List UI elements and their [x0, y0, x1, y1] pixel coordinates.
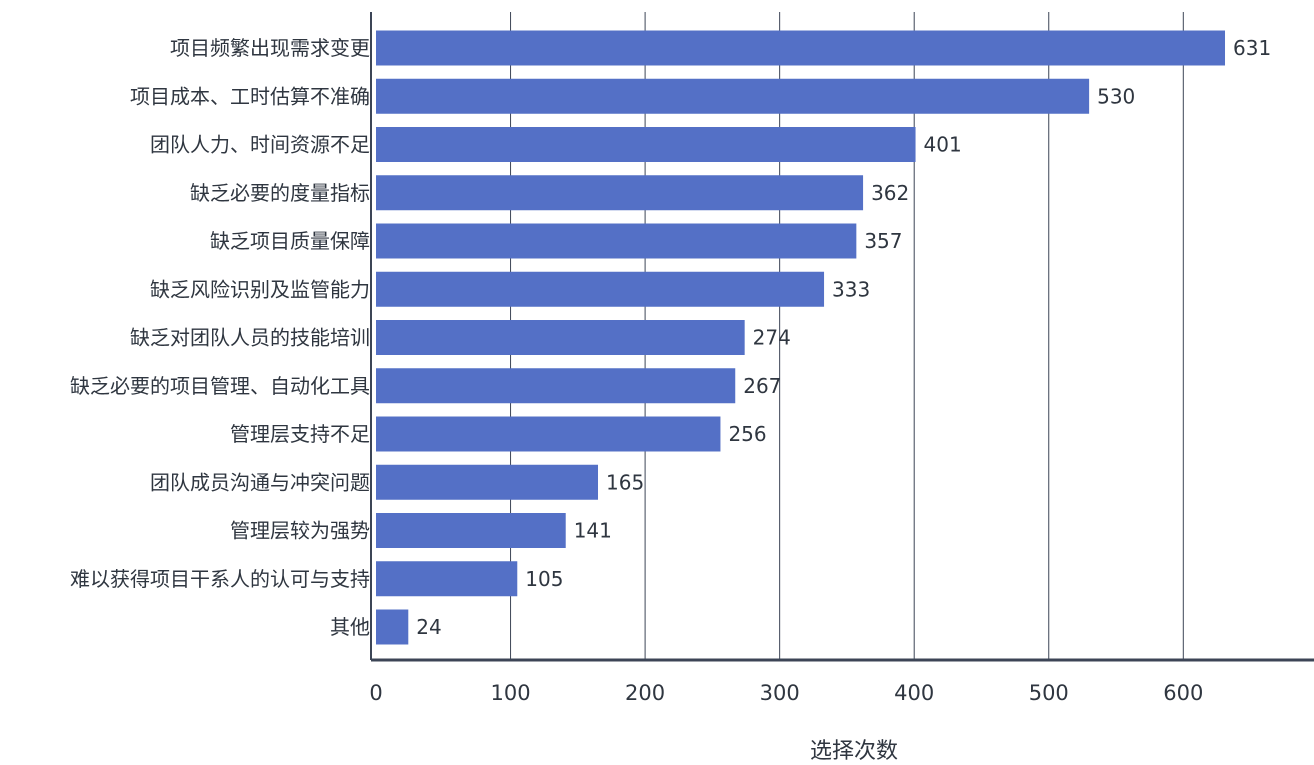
category-label: 缺乏必要的项目管理、自动化工具 [70, 374, 370, 398]
bar-value-label: 267 [743, 374, 781, 398]
bar [376, 30, 1226, 66]
bar-value-label: 274 [753, 326, 791, 350]
category-label: 团队成员沟通与冲突问题 [150, 470, 370, 494]
bar-value-label: 333 [832, 277, 870, 301]
category-label: 管理层较为强势 [230, 519, 370, 543]
grid-lines [510, 12, 1184, 660]
category-label: 项目成本、工时估算不准确 [130, 84, 370, 108]
category-label: 缺乏对团队人员的技能培训 [130, 326, 370, 350]
category-label: 缺乏风险识别及监管能力 [150, 277, 370, 301]
bar [376, 368, 736, 404]
category-label: 项目频繁出现需求变更 [170, 36, 370, 60]
bar-value-label: 141 [574, 519, 612, 543]
bar-value-label: 631 [1233, 36, 1271, 60]
category-label: 管理层支持不足 [230, 422, 370, 446]
x-tick-label: 500 [1029, 681, 1069, 705]
x-tick-label: 200 [625, 681, 665, 705]
x-tick-label: 300 [760, 681, 800, 705]
bar [376, 561, 518, 597]
bar-value-label: 165 [606, 470, 644, 494]
labels: 0 100 200 300 400 500 600 631 项目频繁出现需求变更 530 项目成本、… [70, 36, 1271, 705]
bar-value-label: 362 [871, 181, 909, 205]
bar [376, 271, 825, 307]
category-label: 缺乏必要的度量指标 [190, 181, 370, 205]
x-tick-label: 400 [894, 681, 934, 705]
bar-value-label: 105 [525, 567, 563, 591]
bar [376, 127, 916, 162]
bar [376, 320, 745, 355]
category-label: 缺乏项目质量保障 [210, 229, 370, 253]
category-label: 团队人力、时间资源不足 [150, 133, 370, 157]
bar [376, 78, 1090, 114]
category-label: 其他 [330, 615, 370, 639]
x-axis-title: 选择次数 [810, 739, 898, 764]
x-tick-label: 0 [369, 681, 382, 705]
x-tick-label: 600 [1163, 681, 1203, 705]
axes [370, 12, 1314, 662]
category-label: 难以获得项目干系人的认可与支持 [70, 567, 370, 591]
bar [376, 609, 409, 645]
bar [376, 464, 599, 500]
bar-value-label: 256 [728, 422, 766, 446]
bar-value-label: 401 [924, 133, 962, 157]
bars [376, 30, 1226, 645]
bar [376, 513, 566, 548]
bar-value-label: 357 [864, 229, 902, 253]
bar [376, 175, 864, 211]
bar-value-label: 24 [416, 615, 441, 639]
bar-value-label: 530 [1097, 84, 1135, 108]
bar [376, 223, 857, 259]
x-tick-label: 100 [491, 681, 531, 705]
bar [376, 416, 721, 452]
